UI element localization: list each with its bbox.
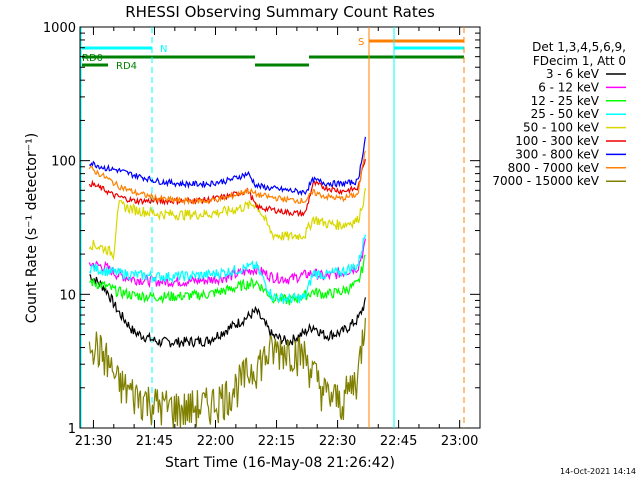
state-label-n: N bbox=[160, 44, 167, 55]
legend-item-label: 6 - 12 keV bbox=[538, 80, 600, 94]
legend-item-label: 100 - 300 keV bbox=[515, 134, 599, 148]
series-line bbox=[88, 238, 366, 289]
plot-area bbox=[79, 26, 481, 429]
state-label-s: S bbox=[358, 37, 364, 48]
legend-header-line-2: FDecim 1, Att 0 bbox=[533, 54, 626, 68]
series-line bbox=[88, 317, 366, 428]
x-tick-label: 21:45 bbox=[136, 434, 173, 449]
legend-item-label: 300 - 800 keV bbox=[515, 147, 599, 161]
axes: 21:30 21:45 22:00 22:15 22:30 22:45 23:00 1 10 10… bbox=[43, 21, 481, 449]
x-tick-label: 23:00 bbox=[441, 434, 478, 449]
series-line bbox=[88, 158, 366, 218]
state-label-rd4: RD4 bbox=[116, 61, 137, 72]
y-tick-label: 1000 bbox=[43, 21, 76, 36]
chart-title: RHESSI Observing Summary Count Rates bbox=[125, 3, 435, 21]
y-tick-label: 10 bbox=[59, 288, 76, 303]
series-line bbox=[89, 136, 366, 197]
legend-item-label: 25 - 50 keV bbox=[531, 107, 600, 121]
legend-item-label: 12 - 25 keV bbox=[531, 94, 600, 108]
legend: Det 1,3,4,5,6,9, FDecim 1, Att 0 3 - 6 k… bbox=[492, 40, 626, 188]
legend-item-label: 7000 - 15000 keV bbox=[492, 174, 599, 188]
x-axis-label: Start Time (16-May-08 21:26:42) bbox=[165, 455, 395, 471]
plot-border bbox=[79, 26, 481, 429]
legend-header-line-1: Det 1,3,4,5,6,9, bbox=[532, 40, 626, 54]
legend-item-label: 3 - 6 keV bbox=[546, 67, 600, 81]
x-tick-label: 22:00 bbox=[197, 434, 234, 449]
y-tick-label: 100 bbox=[51, 155, 76, 170]
series-line bbox=[89, 274, 366, 348]
y-axis-label: Count Rate (s⁻¹ detector⁻¹) bbox=[24, 133, 40, 323]
y-tick-label: 1 bbox=[68, 422, 76, 437]
legend-item-label: 800 - 7000 keV bbox=[508, 161, 600, 175]
footer-timestamp: 14-Oct-2021 14:14 bbox=[560, 467, 636, 476]
legend-item-label: 50 - 100 keV bbox=[523, 121, 600, 135]
series-line bbox=[88, 187, 366, 261]
series-line bbox=[89, 254, 366, 306]
x-tick-label: 22:45 bbox=[380, 434, 417, 449]
x-tick-label: 22:15 bbox=[258, 434, 295, 449]
state-label-rd0: RD0 bbox=[82, 53, 103, 64]
x-tick-label: 21:30 bbox=[75, 434, 112, 449]
state-bars: N S RD0 RD4 bbox=[82, 37, 464, 72]
series-lines bbox=[88, 136, 366, 428]
x-tick-label: 22:30 bbox=[319, 434, 356, 449]
series-line bbox=[88, 234, 366, 304]
vertical-markers bbox=[80, 27, 465, 428]
series-line bbox=[88, 150, 366, 206]
